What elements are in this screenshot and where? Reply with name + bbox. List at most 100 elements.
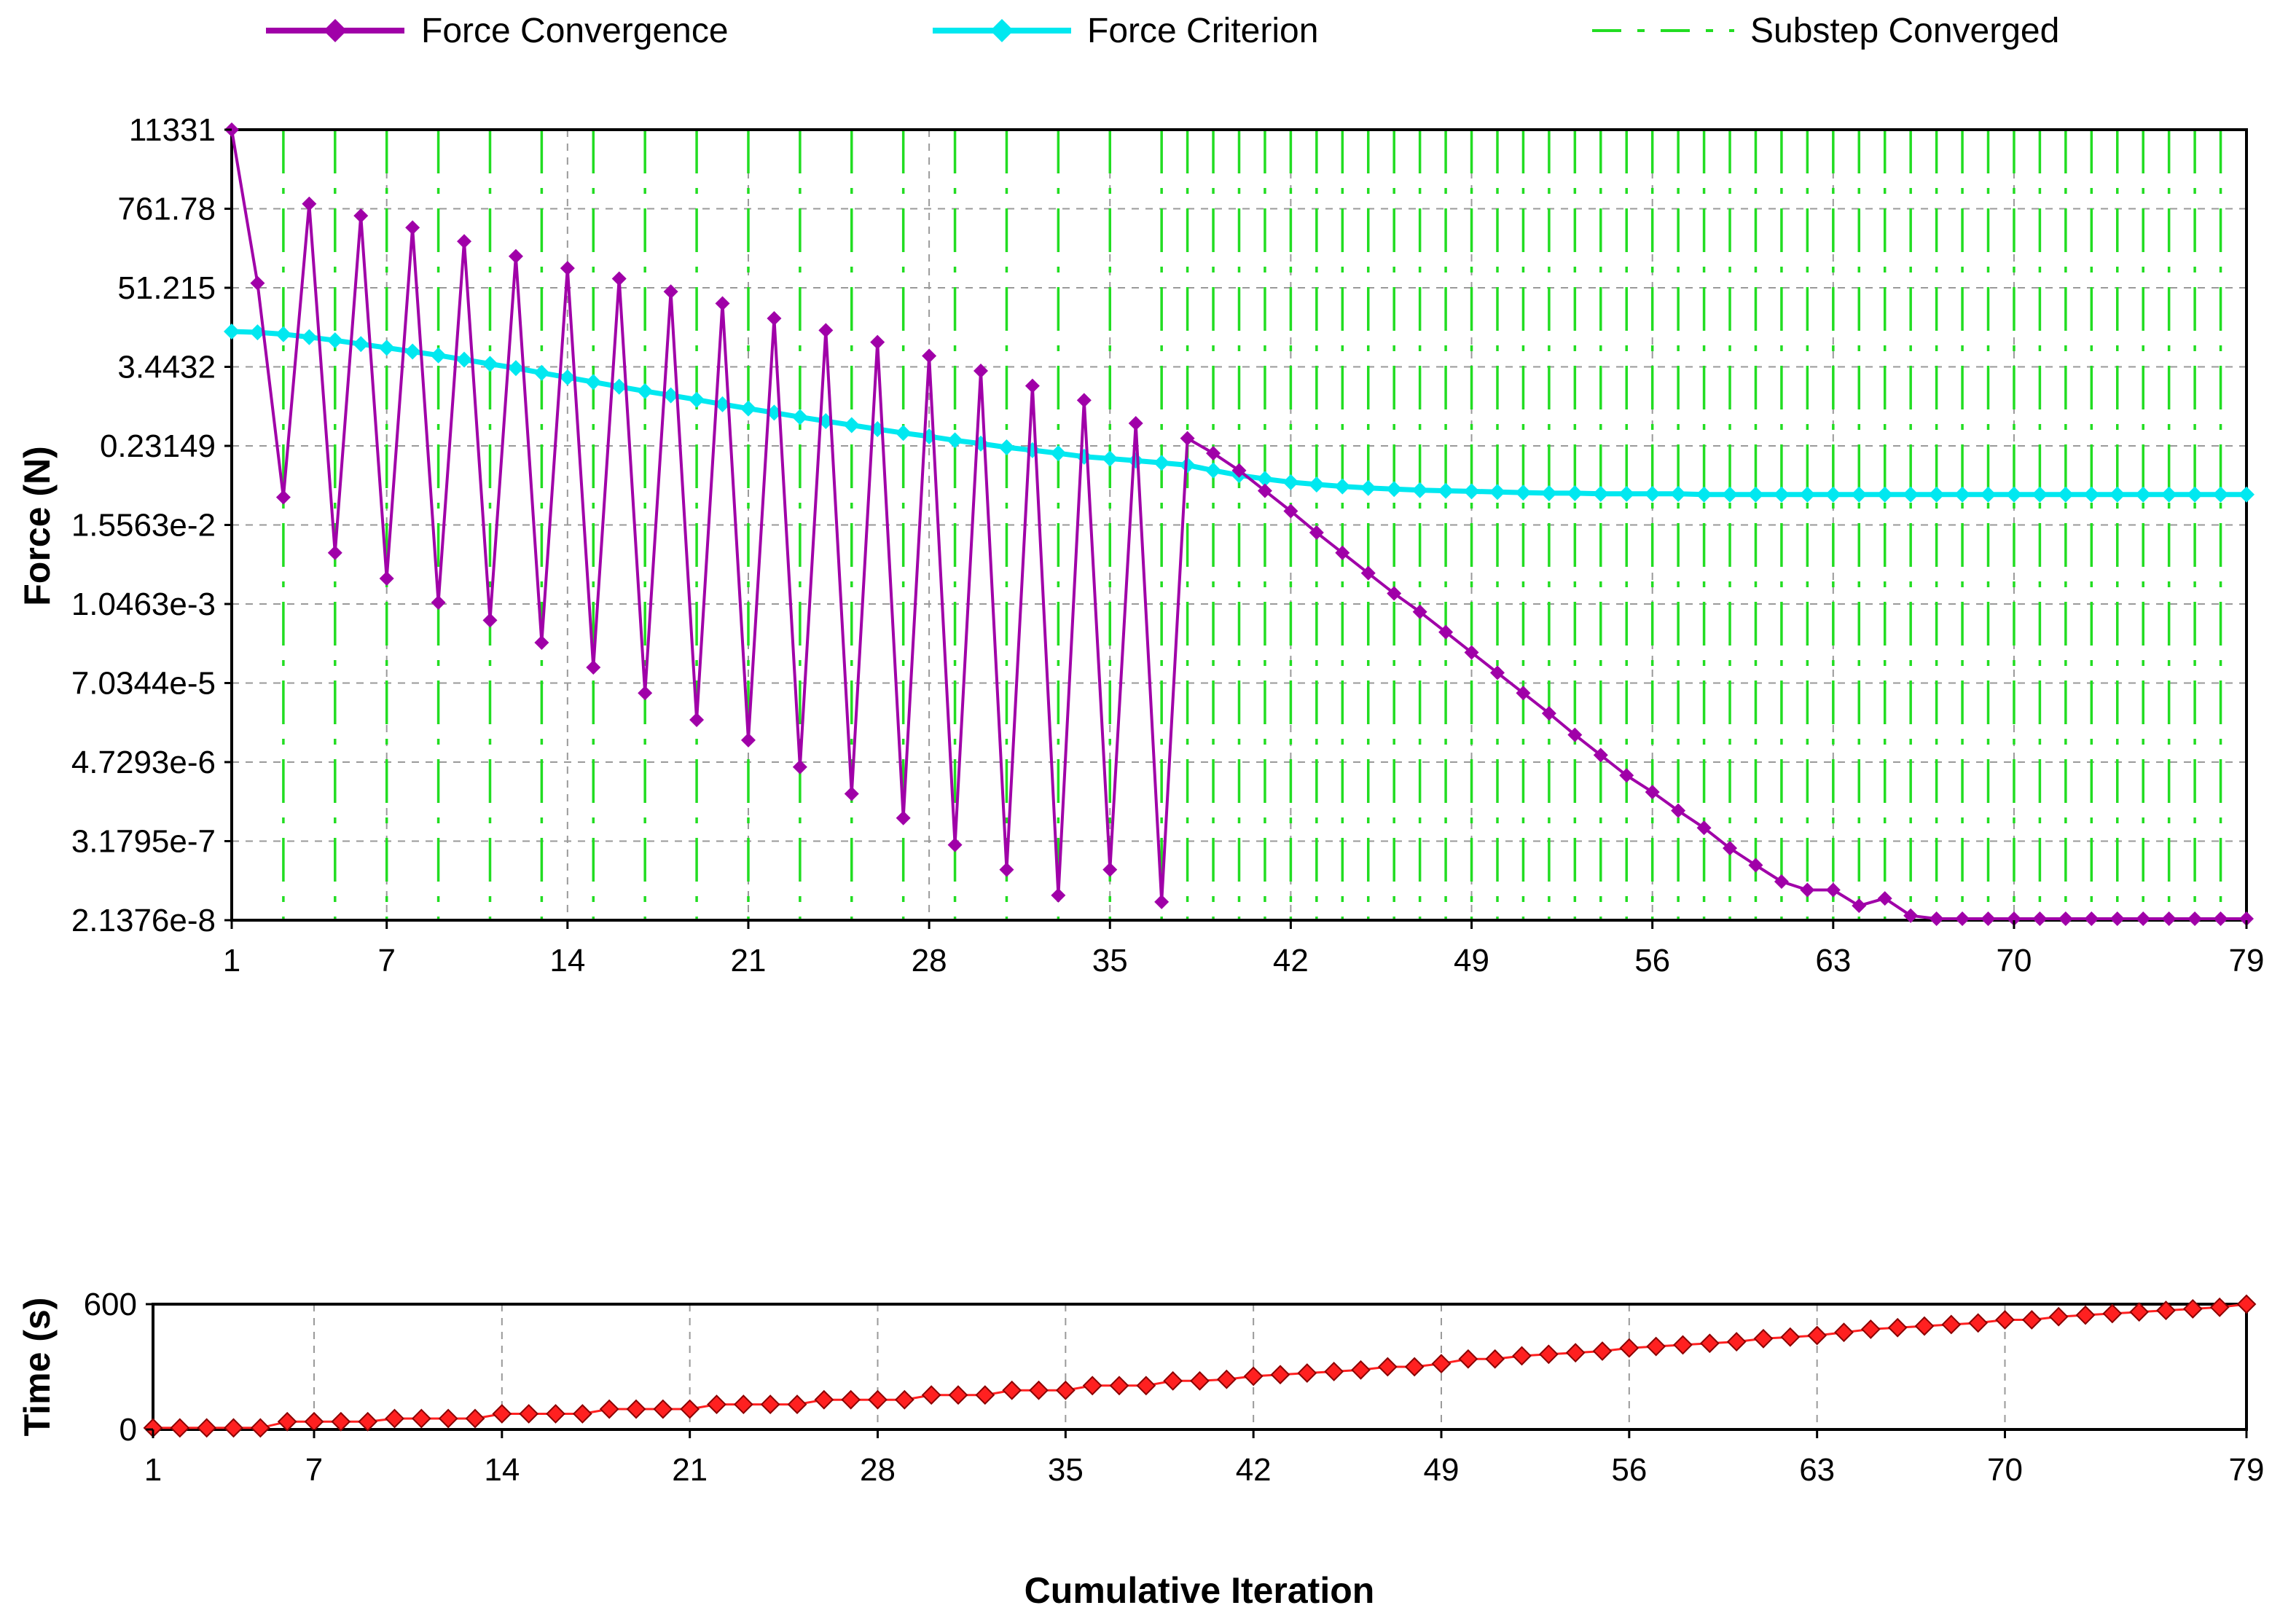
force-criterion-point	[1567, 485, 1583, 501]
time-point	[921, 1385, 941, 1405]
time-point	[411, 1408, 431, 1429]
top-x-tick-label: 42	[1273, 943, 1309, 978]
time-series	[143, 1294, 2257, 1438]
force-criterion-point	[1851, 486, 1868, 503]
time-point	[465, 1408, 485, 1429]
time-point	[2209, 1297, 2230, 1317]
force-criterion-point	[224, 323, 240, 340]
top-y-tick-label: 1.5563e-2	[71, 508, 216, 544]
force-convergence-point	[482, 613, 498, 628]
time-point	[1699, 1333, 1720, 1354]
force-convergence-point	[999, 862, 1014, 877]
force-criterion-point	[1747, 486, 1764, 503]
time-point	[1485, 1349, 1505, 1369]
force-criterion-point	[1903, 486, 1919, 503]
time-point	[1807, 1325, 1827, 1346]
time-point	[1404, 1357, 1425, 1377]
force-convergence-point	[947, 837, 963, 852]
force-convergence-point	[1360, 565, 1376, 581]
force-convergence-point	[1128, 416, 1143, 431]
time-point	[1082, 1376, 1102, 1396]
time-point	[1243, 1366, 1264, 1386]
time-point	[1914, 1316, 1935, 1336]
legend-item-force-convergence: Force Convergence	[266, 12, 729, 50]
top-y-tick-label: 51.215	[117, 270, 216, 306]
force-criterion-point	[1256, 471, 1273, 487]
force-criterion-point	[456, 351, 473, 368]
time-point	[1646, 1336, 1666, 1357]
force-criterion-point	[2135, 486, 2152, 503]
force-criterion-point	[1799, 486, 1816, 503]
force-criterion-point	[998, 439, 1015, 456]
force-convergence-point	[1283, 503, 1298, 519]
legend-marker-force-convergence	[324, 19, 347, 42]
bottom-x-tick-label: 28	[860, 1452, 896, 1488]
time-point	[707, 1394, 726, 1415]
force-convergence-point	[1438, 624, 1454, 640]
top-x-tick-label: 1	[223, 943, 240, 978]
force-convergence-point	[740, 732, 756, 748]
bottom-grid	[313, 1304, 2006, 1429]
force-convergence-point	[1645, 785, 1660, 800]
force-convergence-point	[1981, 911, 1996, 926]
force-convergence-point	[275, 490, 291, 505]
top-x-tick-label: 21	[730, 943, 766, 978]
force-criterion-point	[895, 425, 912, 442]
force-criterion-point	[301, 329, 318, 345]
legend-item-substep-converged: Substep Converged	[1592, 12, 2059, 50]
force-criterion-point	[1360, 479, 1376, 496]
top-y-tick-label: 11331	[129, 112, 216, 148]
time-point	[1190, 1370, 1210, 1391]
force-criterion-point	[1205, 462, 1222, 479]
force-criterion-point	[1024, 442, 1041, 458]
force-convergence-point	[1464, 645, 1479, 660]
top-y-tick-label: 0.23149	[100, 428, 216, 464]
force-criterion-point	[2057, 486, 2074, 503]
time-point	[814, 1389, 834, 1410]
force-criterion-point	[1825, 486, 1841, 503]
force-criterion-point	[1773, 486, 1790, 503]
top-x-tick-label: 70	[1996, 943, 2032, 978]
legend-label-force-convergence: Force Convergence	[421, 12, 729, 50]
force-criterion-point	[740, 400, 756, 417]
time-point	[1270, 1365, 1290, 1385]
bottom-x-tick-label: 49	[1424, 1452, 1460, 1488]
force-convergence-point	[586, 660, 601, 675]
time-point	[653, 1399, 673, 1419]
force-criterion-point	[1179, 457, 1196, 474]
force-criterion-point	[2083, 486, 2100, 503]
force-criterion-point	[1954, 486, 1971, 503]
force-criterion-point	[1489, 484, 1505, 501]
time-point	[599, 1399, 619, 1419]
force-criterion-point	[1980, 486, 1997, 503]
force-convergence-point	[2239, 911, 2254, 926]
force-criterion-point	[1928, 486, 1945, 503]
force-convergence-point	[1774, 874, 1789, 889]
time-point	[2182, 1299, 2203, 1319]
force-convergence-point	[1541, 706, 1556, 721]
force-criterion-point	[1411, 482, 1428, 498]
force-convergence-point	[638, 686, 653, 701]
force-criterion-point	[689, 391, 705, 408]
force-convergence-point	[1877, 891, 1892, 906]
time-point	[438, 1408, 458, 1429]
bottom-x-tick-label: 63	[1799, 1452, 1835, 1488]
time-line	[153, 1303, 2247, 1429]
time-point	[868, 1389, 888, 1410]
force-criterion-point	[2032, 486, 2048, 503]
force-convergence-point	[1619, 768, 1634, 783]
force-convergence-point	[560, 261, 575, 276]
force-criterion-point	[404, 343, 421, 360]
force-criterion-point	[482, 356, 498, 372]
force-criterion-point	[1876, 486, 1893, 503]
top-y-tick-label: 7.0344e-5	[71, 666, 216, 702]
top-y-axis-title: Force (N)	[17, 446, 58, 605]
force-criterion-point	[2212, 486, 2229, 503]
force-criterion-point	[1618, 485, 1635, 502]
force-convergence-point	[818, 323, 834, 338]
force-convergence-point	[1154, 894, 1170, 909]
force-criterion-point	[1592, 485, 1609, 502]
force-criterion-point	[1153, 455, 1170, 471]
time-point	[626, 1399, 646, 1419]
